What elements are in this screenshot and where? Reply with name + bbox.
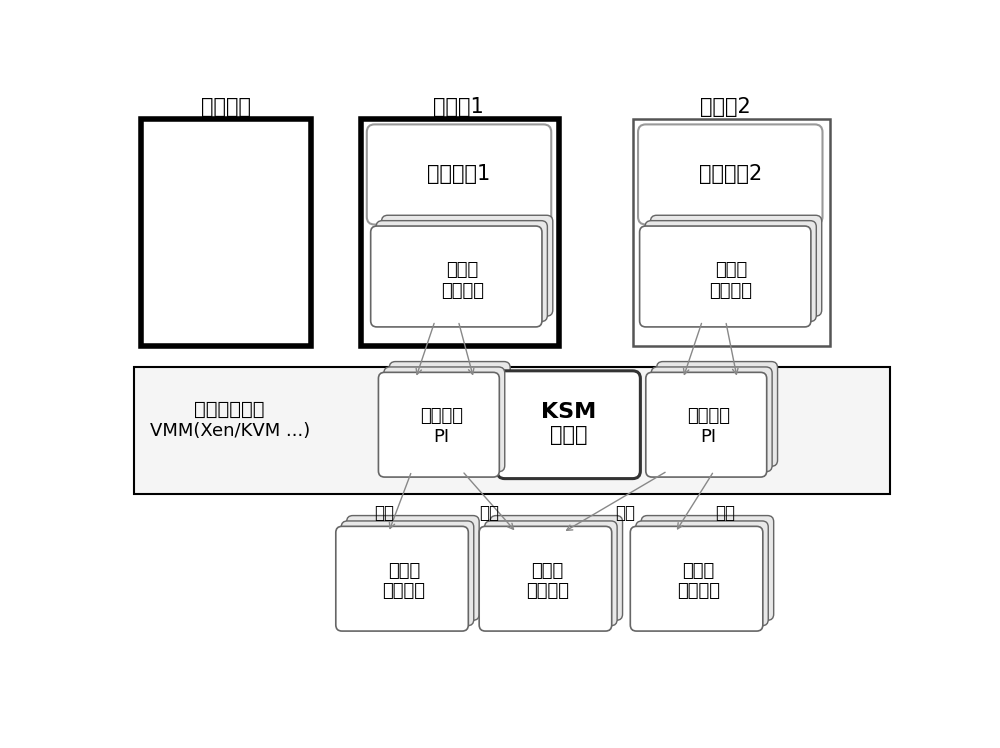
Text: 操作系统1: 操作系统1 (427, 165, 491, 185)
FancyBboxPatch shape (341, 521, 474, 625)
Bar (134, 367, 890, 494)
Text: 映射: 映射 (375, 504, 395, 522)
FancyBboxPatch shape (646, 373, 767, 477)
FancyBboxPatch shape (336, 527, 468, 631)
FancyBboxPatch shape (630, 527, 763, 631)
Text: KSM: KSM (541, 402, 596, 422)
Bar (633, 119, 830, 346)
Text: 映射: 映射 (716, 504, 736, 522)
Text: 宿主机
共享页面: 宿主机 共享页面 (526, 562, 569, 601)
Text: 普通进程: 普通进程 (201, 96, 251, 117)
FancyBboxPatch shape (638, 124, 822, 224)
FancyBboxPatch shape (384, 367, 505, 472)
FancyBboxPatch shape (485, 521, 617, 625)
FancyBboxPatch shape (636, 521, 768, 625)
Text: 页面标识
PI: 页面标识 PI (420, 407, 463, 446)
FancyBboxPatch shape (367, 124, 551, 224)
Text: 宿主机
内存页面: 宿主机 内存页面 (382, 562, 426, 601)
FancyBboxPatch shape (651, 367, 772, 472)
Text: VMM(Xen/KVM ...): VMM(Xen/KVM ...) (150, 422, 310, 440)
FancyBboxPatch shape (371, 226, 542, 327)
FancyBboxPatch shape (479, 527, 612, 631)
FancyBboxPatch shape (490, 515, 623, 620)
Text: 页面标识
PI: 页面标识 PI (687, 407, 730, 446)
Text: 操作系统2: 操作系统2 (699, 165, 762, 185)
Text: 虚拟机管理器: 虚拟机管理器 (194, 400, 265, 419)
FancyBboxPatch shape (347, 515, 479, 620)
FancyBboxPatch shape (378, 373, 499, 477)
Bar (361, 119, 559, 346)
FancyBboxPatch shape (389, 361, 510, 466)
FancyBboxPatch shape (645, 221, 816, 322)
Text: 虚拟机2: 虚拟机2 (700, 96, 751, 117)
Bar (140, 119, 311, 346)
FancyBboxPatch shape (382, 215, 553, 316)
Text: 管理器: 管理器 (550, 425, 587, 445)
FancyBboxPatch shape (657, 361, 778, 466)
FancyBboxPatch shape (376, 221, 547, 322)
Text: 客户机
内存页面: 客户机 内存页面 (441, 261, 484, 300)
Text: 虚拟机1: 虚拟机1 (433, 96, 484, 117)
FancyBboxPatch shape (640, 226, 811, 327)
FancyBboxPatch shape (497, 371, 640, 479)
Text: 宿主机
内存页面: 宿主机 内存页面 (677, 562, 720, 601)
Text: 映射: 映射 (479, 504, 499, 522)
FancyBboxPatch shape (641, 515, 774, 620)
Text: 映射: 映射 (615, 504, 635, 522)
Text: 客户机
内存页面: 客户机 内存页面 (710, 261, 753, 300)
FancyBboxPatch shape (650, 215, 822, 316)
